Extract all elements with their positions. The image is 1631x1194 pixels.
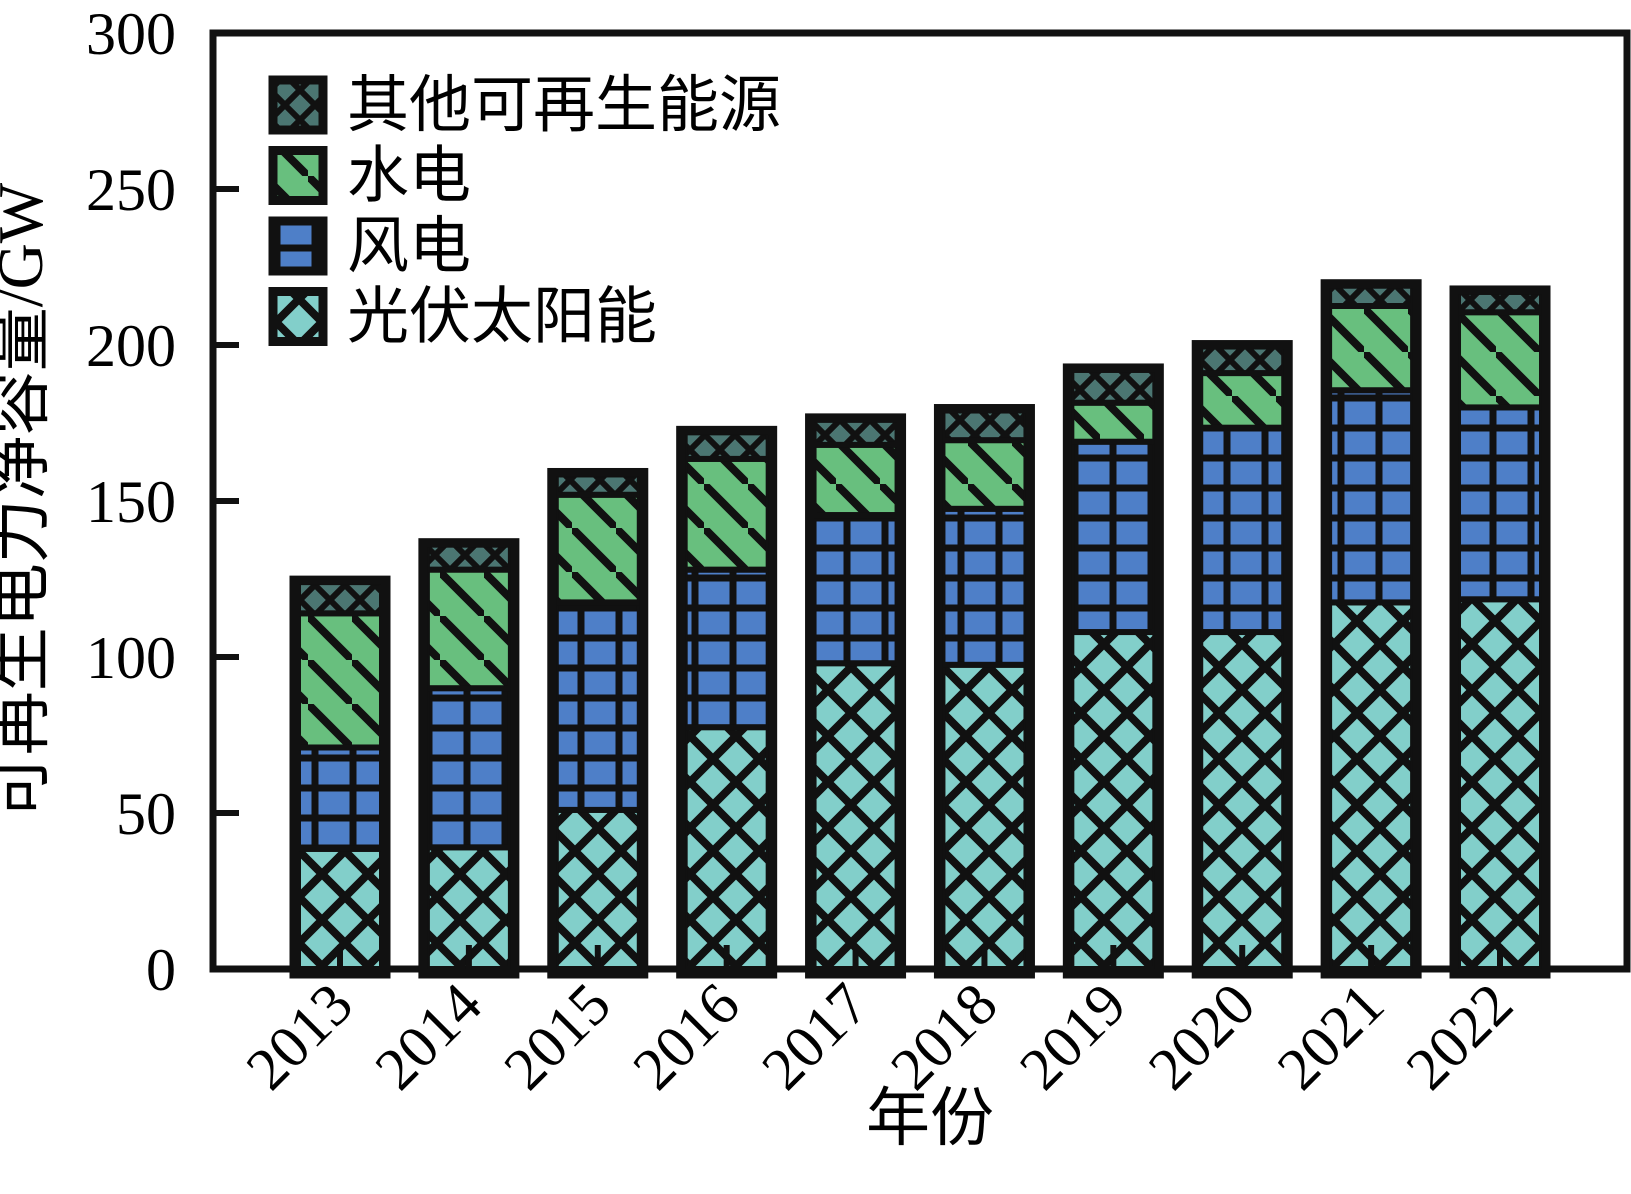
- y-axis-title: 可再生电力净容量/GW: [0, 182, 56, 819]
- x-tick-label: 2022: [1394, 971, 1526, 1103]
- bar-outline-2019: [1062, 363, 1164, 979]
- x-tick-label: 2019: [1007, 971, 1139, 1103]
- bar-outline-2020: [1191, 340, 1293, 979]
- bar-segment-2021-s1: [1326, 387, 1417, 606]
- bar-segment-2018-s3: [939, 407, 1030, 444]
- bar-segment-2022-s0: [1455, 596, 1546, 973]
- bar-segment-2019-s0: [1068, 629, 1159, 972]
- bar-segment-2015-s3: [552, 471, 643, 498]
- bar-segment-2014-s2: [423, 566, 514, 692]
- bar-segment-2015-s2: [552, 491, 643, 606]
- bar-segment-2016-s1: [681, 566, 772, 731]
- y-tick-label: 300: [86, 1, 176, 67]
- bar-segment-2018-s1: [939, 505, 1030, 668]
- y-tick-label: 100: [86, 625, 176, 691]
- bar-segment-2015-s1: [552, 599, 643, 813]
- bar-segment-2018-s0: [939, 661, 1030, 972]
- bar-segment-2017-s0: [810, 660, 901, 972]
- bar-segment-2016-s2: [681, 455, 772, 573]
- legend-label-other-renewables: 其他可再生能源: [347, 72, 781, 140]
- bar-segment-2019-s1: [1068, 438, 1159, 636]
- bar-outline-2013: [289, 575, 391, 979]
- bar-segment-2016-s3: [681, 429, 772, 462]
- bar-segment-2019-s3: [1068, 366, 1159, 406]
- bar-segment-2021-s3: [1326, 282, 1417, 310]
- bar-outline-2015: [547, 467, 649, 979]
- bar-outline-2014: [418, 538, 520, 979]
- bar-segment-2013-s2: [295, 610, 385, 751]
- legend-label-hydro: 水电: [347, 143, 471, 211]
- bar-segment-2022-s3: [1455, 288, 1546, 316]
- bar-segment-2021-s2: [1326, 303, 1417, 394]
- bar-segment-2022-s2: [1455, 309, 1546, 411]
- bar-segment-2020-s2: [1197, 370, 1288, 431]
- legend-swatch-wind: [268, 216, 328, 276]
- bar-outline-2017: [805, 413, 907, 979]
- bar-outline-2018: [933, 404, 1035, 979]
- bar-segment-2013-s3: [295, 579, 385, 617]
- legend-swatch-solar: [268, 287, 328, 346]
- x-tick-label: 2020: [1136, 971, 1268, 1103]
- y-tick-label: 0: [146, 937, 176, 1003]
- x-tick-label: 2017: [749, 971, 881, 1103]
- bar-segment-2021-s0: [1326, 599, 1417, 973]
- bar-segment-2017-s3: [810, 416, 901, 448]
- bar-segment-2016-s0: [681, 724, 772, 973]
- y-tick-label: 50: [116, 781, 176, 847]
- bar-outline-2021: [1320, 279, 1422, 979]
- legend-swatch-hydro: [268, 146, 328, 205]
- y-tick-label: 150: [86, 469, 176, 535]
- bar-segment-2020-s1: [1197, 424, 1288, 636]
- bar-outline-2016: [676, 425, 778, 979]
- bar-segment-2022-s1: [1455, 404, 1546, 603]
- x-tick-label: 2015: [491, 971, 623, 1103]
- bar-segment-2018-s2: [939, 437, 1030, 512]
- x-axis-title: 年份: [866, 1083, 994, 1154]
- legend-label-solar: 光伏太阳能: [347, 284, 657, 352]
- bar-segment-2013-s1: [295, 744, 385, 852]
- x-tick-label: 2013: [234, 971, 366, 1103]
- bar-segment-2019-s2: [1068, 399, 1159, 445]
- bar-segment-2020-s0: [1197, 629, 1288, 972]
- bar-segment-2020-s3: [1197, 343, 1288, 377]
- bar-segment-2014-s1: [423, 685, 514, 851]
- bar-outline-2022: [1449, 285, 1551, 979]
- y-tick-label: 250: [86, 157, 176, 223]
- bar-segment-2017-s1: [810, 512, 901, 667]
- legend: 其他可再生能源 水电 风电 光伏太阳能: [268, 72, 781, 352]
- legend-swatch-other-renewables: [268, 75, 328, 135]
- bar-segment-2014-s3: [423, 541, 514, 573]
- legend-label-wind: 风电: [347, 213, 471, 281]
- bar-segment-2017-s2: [810, 441, 901, 519]
- x-tick-label: 2014: [363, 971, 495, 1103]
- x-tick-label: 2021: [1265, 971, 1397, 1103]
- y-tick-label: 200: [86, 313, 176, 379]
- x-tick-label: 2016: [620, 971, 752, 1103]
